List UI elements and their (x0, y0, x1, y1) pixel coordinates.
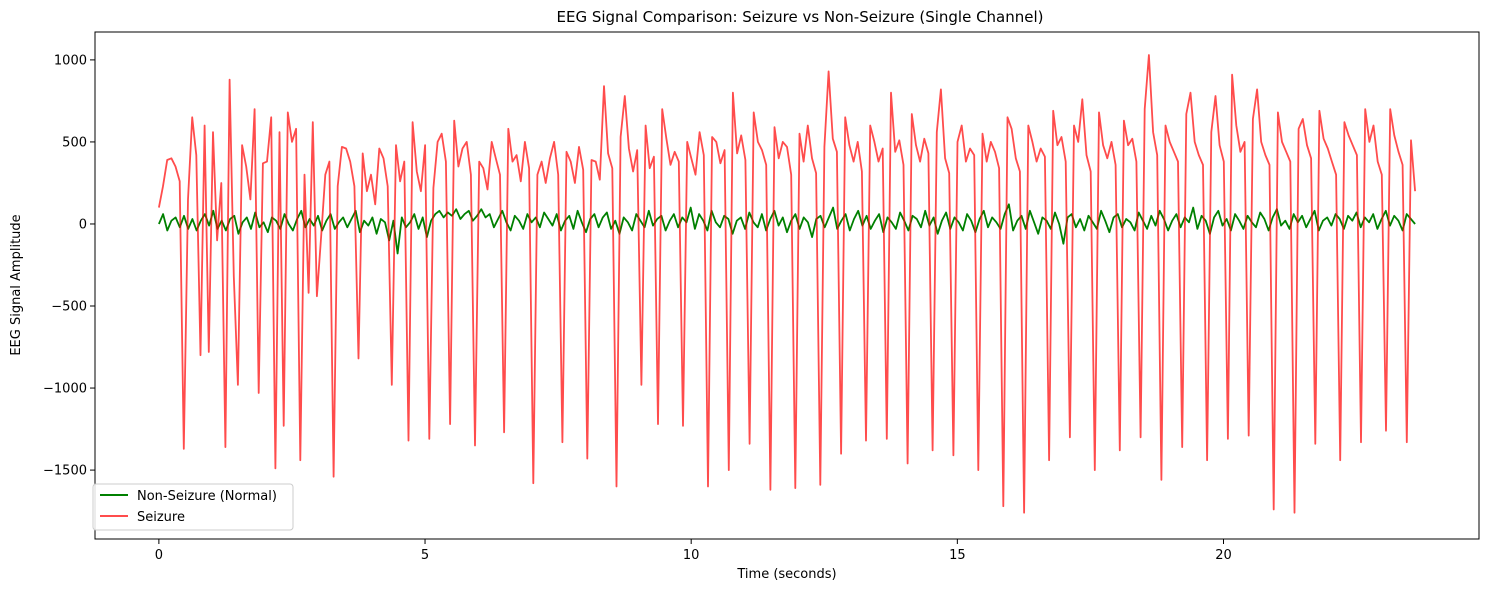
x-tick-label: 15 (949, 548, 966, 563)
legend: Non-Seizure (Normal) Seizure (92, 483, 294, 531)
plot-area (94, 31, 1480, 540)
y-tick-label: −1000 (43, 382, 87, 397)
series-line-seizure (158, 54, 1416, 514)
y-tick-label: 0 (79, 217, 87, 232)
y-tick-label: −1500 (43, 464, 87, 479)
y-tick-label: −500 (51, 300, 87, 315)
x-axis: 0 5 10 15 20 (155, 539, 1232, 563)
x-tick-label: 5 (421, 548, 429, 563)
y-axis-label: EEG Signal Amplitude (9, 214, 24, 355)
x-axis-label: Time (seconds) (736, 567, 836, 582)
x-tick-label: 20 (1215, 548, 1232, 563)
chart-title: EEG Signal Comparison: Seizure vs Non-Se… (556, 8, 1043, 26)
x-tick-label: 10 (683, 548, 700, 563)
series-line-non-seizure (158, 203, 1416, 255)
plot-frame (95, 32, 1479, 539)
legend-label-non-seizure: Non-Seizure (Normal) (137, 489, 277, 504)
y-tick-label: 1000 (54, 53, 87, 68)
y-tick-label: 500 (62, 135, 87, 150)
legend-box (92, 483, 294, 531)
plot-border (94, 31, 1480, 540)
x-tick-label: 0 (155, 548, 163, 563)
series-group (158, 54, 1416, 514)
y-axis: 1000 500 0 −500 −1000 −1500 (43, 53, 95, 479)
legend-label-seizure: Seizure (137, 510, 185, 525)
